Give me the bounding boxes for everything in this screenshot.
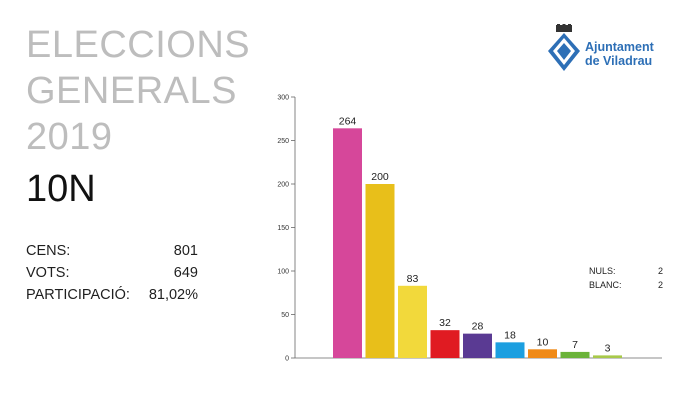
bar — [430, 330, 460, 358]
title-year: 2019 — [26, 116, 113, 158]
bar-value-label: 83 — [407, 273, 419, 285]
nuls-row: NULS: 2 — [589, 264, 663, 278]
bar-value-label: 264 — [339, 115, 357, 127]
results-bar-chart: 0 50 100 150 200 250 300 264 200 83 32 28 18 10 7 3 — [277, 95, 662, 363]
stat-label: PARTICIPACIÓ: — [26, 287, 130, 303]
bar — [560, 351, 590, 358]
bar-value-label: 32 — [439, 317, 451, 329]
stat-label: CENS: — [26, 243, 71, 259]
null-blank-counts: NULS: 2 BLANC: 2 — [589, 264, 663, 292]
logo-text: Ajuntament de Viladrau — [585, 40, 654, 68]
stat-row-vots: VOTS: 649 — [26, 262, 198, 284]
y-tick-label: 300 — [277, 95, 289, 102]
logo-line-2: de Viladrau — [585, 54, 653, 68]
nuls-value: 2 — [657, 266, 663, 276]
bar — [528, 349, 557, 358]
bar — [333, 128, 362, 358]
y-tick-label: 50 — [281, 312, 289, 319]
election-date-label: 10N — [26, 168, 96, 210]
municipality-logo: Ajuntament de Viladrau — [547, 24, 697, 78]
bar-value-label: 200 — [371, 171, 389, 183]
bar — [593, 355, 622, 358]
bar-value-label: 10 — [537, 336, 549, 348]
bar — [398, 285, 427, 358]
y-tick-label: 100 — [277, 269, 289, 276]
bar-value-label: 3 — [605, 342, 611, 354]
bar-value-label: 18 — [504, 329, 516, 341]
stat-value: 649 — [173, 265, 198, 281]
stat-row-cens: CENS: 801 — [26, 240, 198, 262]
stat-label: VOTS: — [26, 265, 70, 281]
bar-value-label: 28 — [472, 321, 484, 333]
title-line-1: ELECCIONS — [26, 24, 251, 66]
stats-panel: CENS: 801 VOTS: 649 PARTICIPACIÓ: 81,02% — [26, 240, 198, 306]
blanc-value: 2 — [657, 280, 663, 290]
blanc-label: BLANC: — [589, 280, 622, 290]
shield-crest-icon — [548, 24, 580, 71]
logo-line-1: Ajuntament — [585, 40, 654, 54]
bar — [463, 333, 492, 358]
stat-value: 81,02% — [148, 287, 198, 303]
stat-value: 801 — [173, 243, 198, 259]
y-tick-label: 150 — [277, 225, 289, 232]
y-tick-label: 0 — [285, 356, 289, 363]
nuls-label: NULS: — [589, 266, 616, 276]
bar-value-label: 7 — [572, 339, 578, 351]
bar — [365, 184, 395, 358]
bar — [495, 342, 525, 358]
title-line-2: GENERALS — [26, 70, 237, 112]
blanc-row: BLANC: 2 — [589, 278, 663, 292]
stat-row-participacio: PARTICIPACIÓ: 81,02% — [26, 284, 198, 306]
y-tick-label: 250 — [277, 138, 289, 145]
y-tick-label: 200 — [277, 182, 289, 189]
